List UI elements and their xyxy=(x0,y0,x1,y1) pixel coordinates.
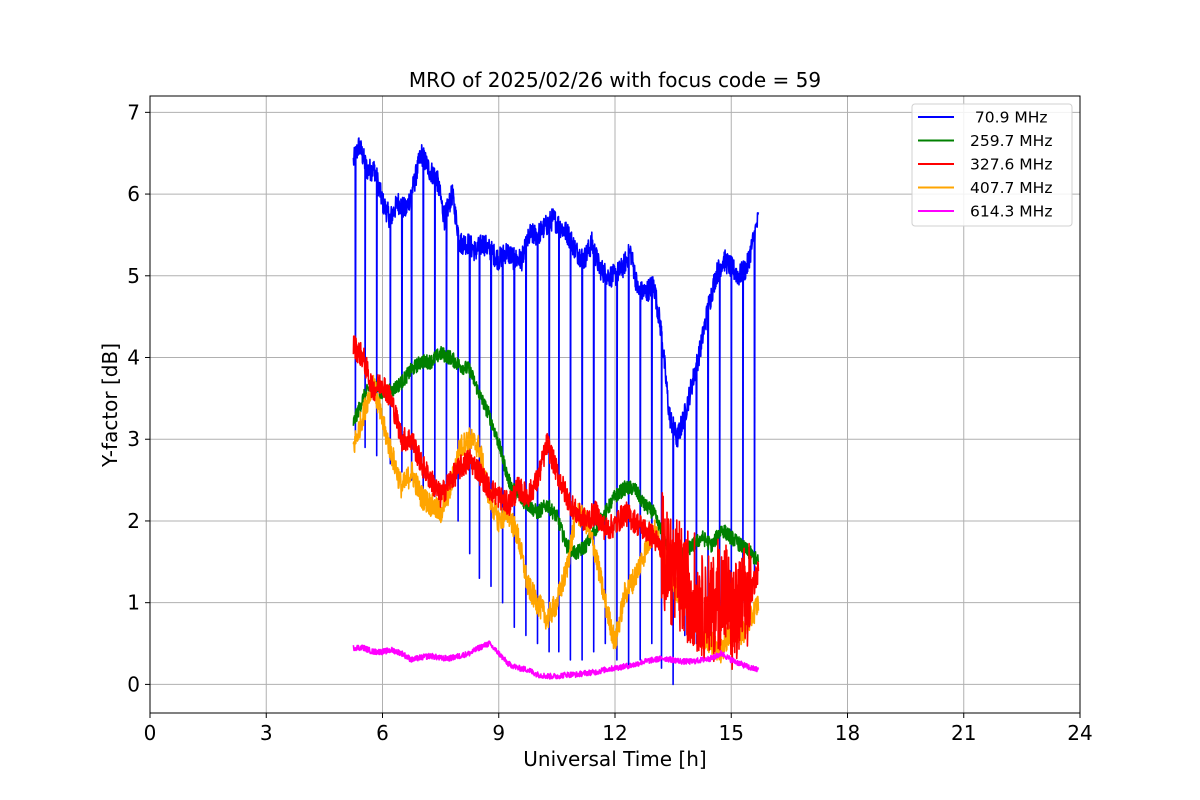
y-axis-ticks: 0 1 2 3 4 5 6 7 xyxy=(127,100,150,696)
legend-label: 70.9 MHz xyxy=(970,109,1048,127)
x-axis-label: Universal Time [h] xyxy=(523,747,706,771)
x-tick-label: 0 xyxy=(144,721,157,745)
y-tick-label: 4 xyxy=(127,346,140,370)
plot-area xyxy=(352,137,760,686)
y-tick-label: 5 xyxy=(127,264,140,288)
x-tick-label: 3 xyxy=(260,721,273,745)
x-tick-label: 18 xyxy=(835,721,860,745)
y-axis-label: Y-factor [dB] xyxy=(98,343,122,468)
x-axis-ticks: 0 3 6 9 12 15 18 21 24 xyxy=(144,713,1093,745)
legend-label: 407.7 MHz xyxy=(970,179,1052,197)
y-tick-label: 7 xyxy=(127,100,140,124)
series-line xyxy=(352,137,760,686)
series-line xyxy=(352,345,760,576)
legend-label: 259.7 MHz xyxy=(970,132,1052,150)
x-tick-label: 21 xyxy=(951,721,976,745)
legend-label: 614.3 MHz xyxy=(970,203,1052,221)
y-tick-label: 2 xyxy=(127,509,140,533)
x-tick-label: 6 xyxy=(376,721,389,745)
legend-label: 327.6 MHz xyxy=(970,156,1052,174)
legend-frame xyxy=(911,103,1073,227)
x-tick-label: 12 xyxy=(602,721,627,745)
series-line xyxy=(352,335,760,670)
y-tick-label: 6 xyxy=(127,182,140,206)
y-tick-label: 0 xyxy=(127,672,140,696)
x-tick-label: 9 xyxy=(492,721,505,745)
y-tick-label: 1 xyxy=(127,591,140,615)
series-line xyxy=(352,640,760,680)
legend: 70.9 MHz 259.7 MHz 327.6 MHz 407.7 MHz 614.3… xyxy=(911,103,1073,227)
chart-title: MRO of 2025/02/26 with focus code = 59 xyxy=(409,68,821,92)
x-tick-label: 15 xyxy=(719,721,744,745)
x-tick-label: 24 xyxy=(1067,721,1092,745)
series-layer xyxy=(352,137,760,686)
y-tick-label: 3 xyxy=(127,427,140,451)
